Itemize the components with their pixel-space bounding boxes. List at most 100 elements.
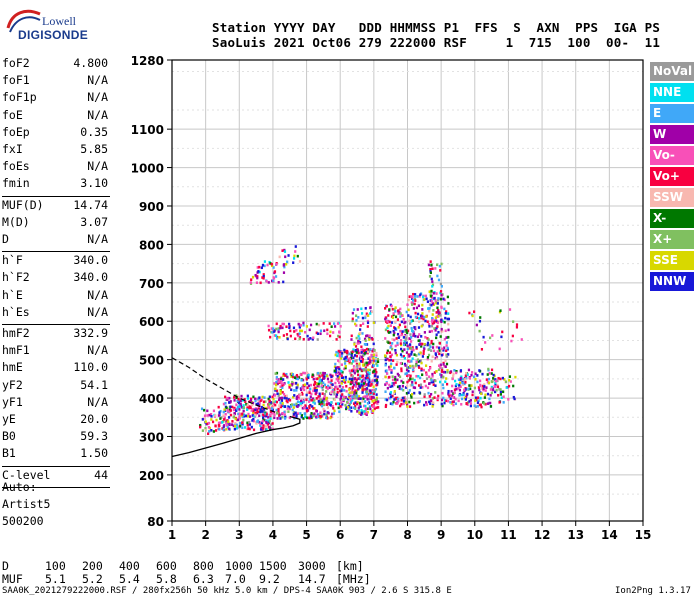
echo-point: [234, 417, 237, 421]
echo-point: [305, 416, 309, 420]
echo-point: [412, 386, 415, 389]
echo-point: [442, 370, 446, 374]
echo-point: [372, 404, 375, 408]
echo-point: [407, 373, 410, 377]
echo-point: [328, 322, 331, 325]
echo-point: [396, 402, 399, 405]
echo-point: [455, 371, 458, 375]
echo-point: [332, 406, 335, 410]
echo-point: [360, 348, 363, 352]
x-tick-label: 12: [534, 528, 551, 542]
echo-point: [388, 308, 391, 311]
echo-point: [436, 306, 439, 310]
echo-point: [394, 327, 397, 330]
echo-point: [484, 389, 487, 392]
echo-point: [386, 326, 389, 330]
echo-point: [447, 399, 450, 403]
x-tick-label: 1: [168, 528, 176, 542]
echo-point: [445, 354, 448, 358]
echo-point: [439, 290, 443, 293]
echo-point: [423, 380, 426, 383]
echo-point: [478, 388, 481, 392]
echo-point: [428, 400, 431, 404]
echo-point: [406, 374, 409, 377]
echo-point: [307, 400, 311, 403]
echo-point: [354, 401, 357, 404]
echo-point: [207, 421, 211, 425]
echo-point: [353, 379, 356, 382]
echo-point: [410, 336, 413, 339]
echo-point: [214, 424, 217, 428]
echo-point: [444, 312, 447, 315]
echo-point: [340, 382, 343, 385]
echo-point: [355, 351, 358, 354]
echo-point: [420, 368, 423, 372]
echo-point: [394, 375, 397, 379]
echo-point: [447, 317, 451, 321]
echo-point: [244, 426, 247, 429]
echo-point: [272, 397, 275, 401]
y-tick-label: 700: [139, 277, 164, 291]
extrapolated-profile: [171, 357, 277, 414]
echo-point: [337, 379, 340, 383]
echo-point: [357, 395, 361, 398]
echo-point: [490, 372, 493, 375]
echo-point: [298, 336, 302, 339]
echo-point: [438, 364, 441, 368]
echo-point: [317, 395, 320, 398]
echo-point: [292, 257, 296, 260]
echo-point: [444, 359, 447, 362]
echo-point: [414, 293, 417, 296]
muf-frequency-value: 5.8: [156, 572, 177, 586]
echo-point: [393, 331, 396, 335]
param-name: foF2: [2, 56, 30, 70]
echo-point: [393, 398, 396, 401]
echo-point: [370, 361, 373, 364]
echo-point: [234, 424, 237, 428]
echo-point: [513, 397, 516, 401]
echo-point: [418, 295, 421, 298]
muf-distance-value: [km]: [336, 559, 364, 573]
echo-point: [247, 412, 250, 416]
echo-point: [275, 380, 278, 384]
echo-point: [446, 370, 449, 374]
echo-point: [457, 399, 460, 403]
echo-point: [354, 389, 357, 393]
echo-point: [338, 360, 341, 364]
echo-point: [247, 406, 250, 410]
legend-item-voplus: Vo+: [650, 167, 694, 186]
echo-point: [474, 396, 478, 400]
echo-point: [483, 383, 486, 386]
echo-point: [232, 415, 235, 419]
echo-point: [465, 395, 468, 399]
echo-point: [239, 402, 242, 406]
echo-point: [421, 308, 424, 311]
legend-item-w: W: [650, 125, 694, 144]
echo-point: [352, 384, 355, 387]
echo-point: [350, 406, 353, 410]
echo-point: [326, 332, 329, 336]
echo-point: [428, 394, 431, 398]
echo-point: [492, 373, 495, 377]
echo-point: [428, 306, 431, 310]
echo-point: [296, 375, 299, 379]
echo-point: [459, 369, 463, 372]
legend-item-vominus: Vo-: [650, 146, 694, 165]
echo-point: [269, 413, 272, 417]
echo-point: [219, 409, 222, 413]
echo-point: [410, 303, 414, 306]
echo-point: [357, 351, 360, 355]
echo-point: [430, 289, 433, 293]
echo-point: [474, 399, 477, 402]
echo-point: [356, 364, 359, 367]
echo-point: [426, 356, 430, 359]
echo-point: [393, 307, 396, 311]
echo-point: [298, 260, 302, 263]
echo-point: [296, 412, 299, 415]
echo-point: [405, 401, 408, 405]
echo-point: [400, 387, 403, 391]
echo-point: [245, 403, 248, 406]
echo-point: [490, 368, 494, 372]
echo-point: [446, 317, 449, 321]
echo-point: [362, 380, 366, 383]
